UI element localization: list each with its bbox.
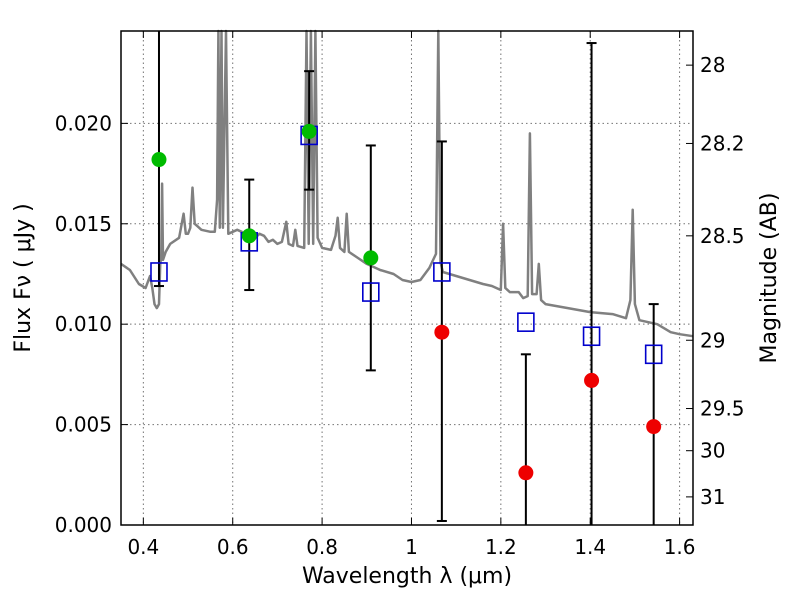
model-photometry-point: [644, 344, 663, 365]
observed-flux-point: [646, 419, 662, 435]
x-tick-label: 0.4: [127, 535, 159, 559]
x-tick-label: 1: [405, 535, 418, 559]
right-tick-label: 31: [700, 485, 725, 509]
y-tick-label: 0.000: [55, 513, 112, 537]
observed-flux-point: [363, 250, 379, 266]
right-tick-label: 30: [700, 439, 725, 463]
observed-flux-point: [241, 228, 257, 244]
y-tick-label: 0.020: [55, 111, 112, 135]
x-tick-label: 1.2: [485, 535, 517, 559]
grid-lines: [121, 31, 693, 526]
observed-flux-point: [584, 372, 600, 388]
x-tick-label: 0.6: [217, 535, 249, 559]
observed-flux-point: [301, 123, 317, 139]
plot-frame: [120, 30, 694, 526]
y-tick-label: 0.015: [55, 212, 112, 236]
y-axis-title: Flux Fν ( μJy ): [11, 203, 36, 352]
observed-flux-point: [151, 152, 167, 168]
x-axis-title: Wavelength λ (μm): [302, 564, 512, 589]
model-photometry-point: [517, 312, 535, 332]
x-tick-label: 0.8: [306, 535, 338, 559]
model-photometry-point: [362, 282, 380, 302]
right-tick-label: 28.5: [700, 224, 745, 248]
model-photometry-point: [150, 262, 168, 282]
model-spectrum-line: [120, 29, 694, 338]
observed-flux-point: [518, 465, 534, 481]
x-tick-label: 1.4: [574, 535, 606, 559]
observed-flux-point: [434, 324, 450, 340]
x-tick-label: 1.6: [664, 535, 696, 559]
model-photometry-point: [433, 262, 451, 282]
right-tick-label: 29: [700, 328, 725, 352]
right-tick-label: 28: [700, 53, 725, 77]
axis-ticks: 0.4 0.6 0.8 1 1.2 1.4 1.6 0.000 0.005 0.010 0.015 0…: [55, 31, 745, 559]
plot-area: [120, 29, 694, 525]
model-photometry-point: [582, 326, 601, 347]
y-tick-label: 0.005: [55, 413, 112, 437]
y-tick-label: 0.010: [55, 312, 112, 336]
right-axis-title: Magnitude (AB): [757, 193, 782, 364]
right-tick-label: 29.5: [700, 397, 745, 421]
right-tick-label: 28.2: [700, 131, 745, 155]
